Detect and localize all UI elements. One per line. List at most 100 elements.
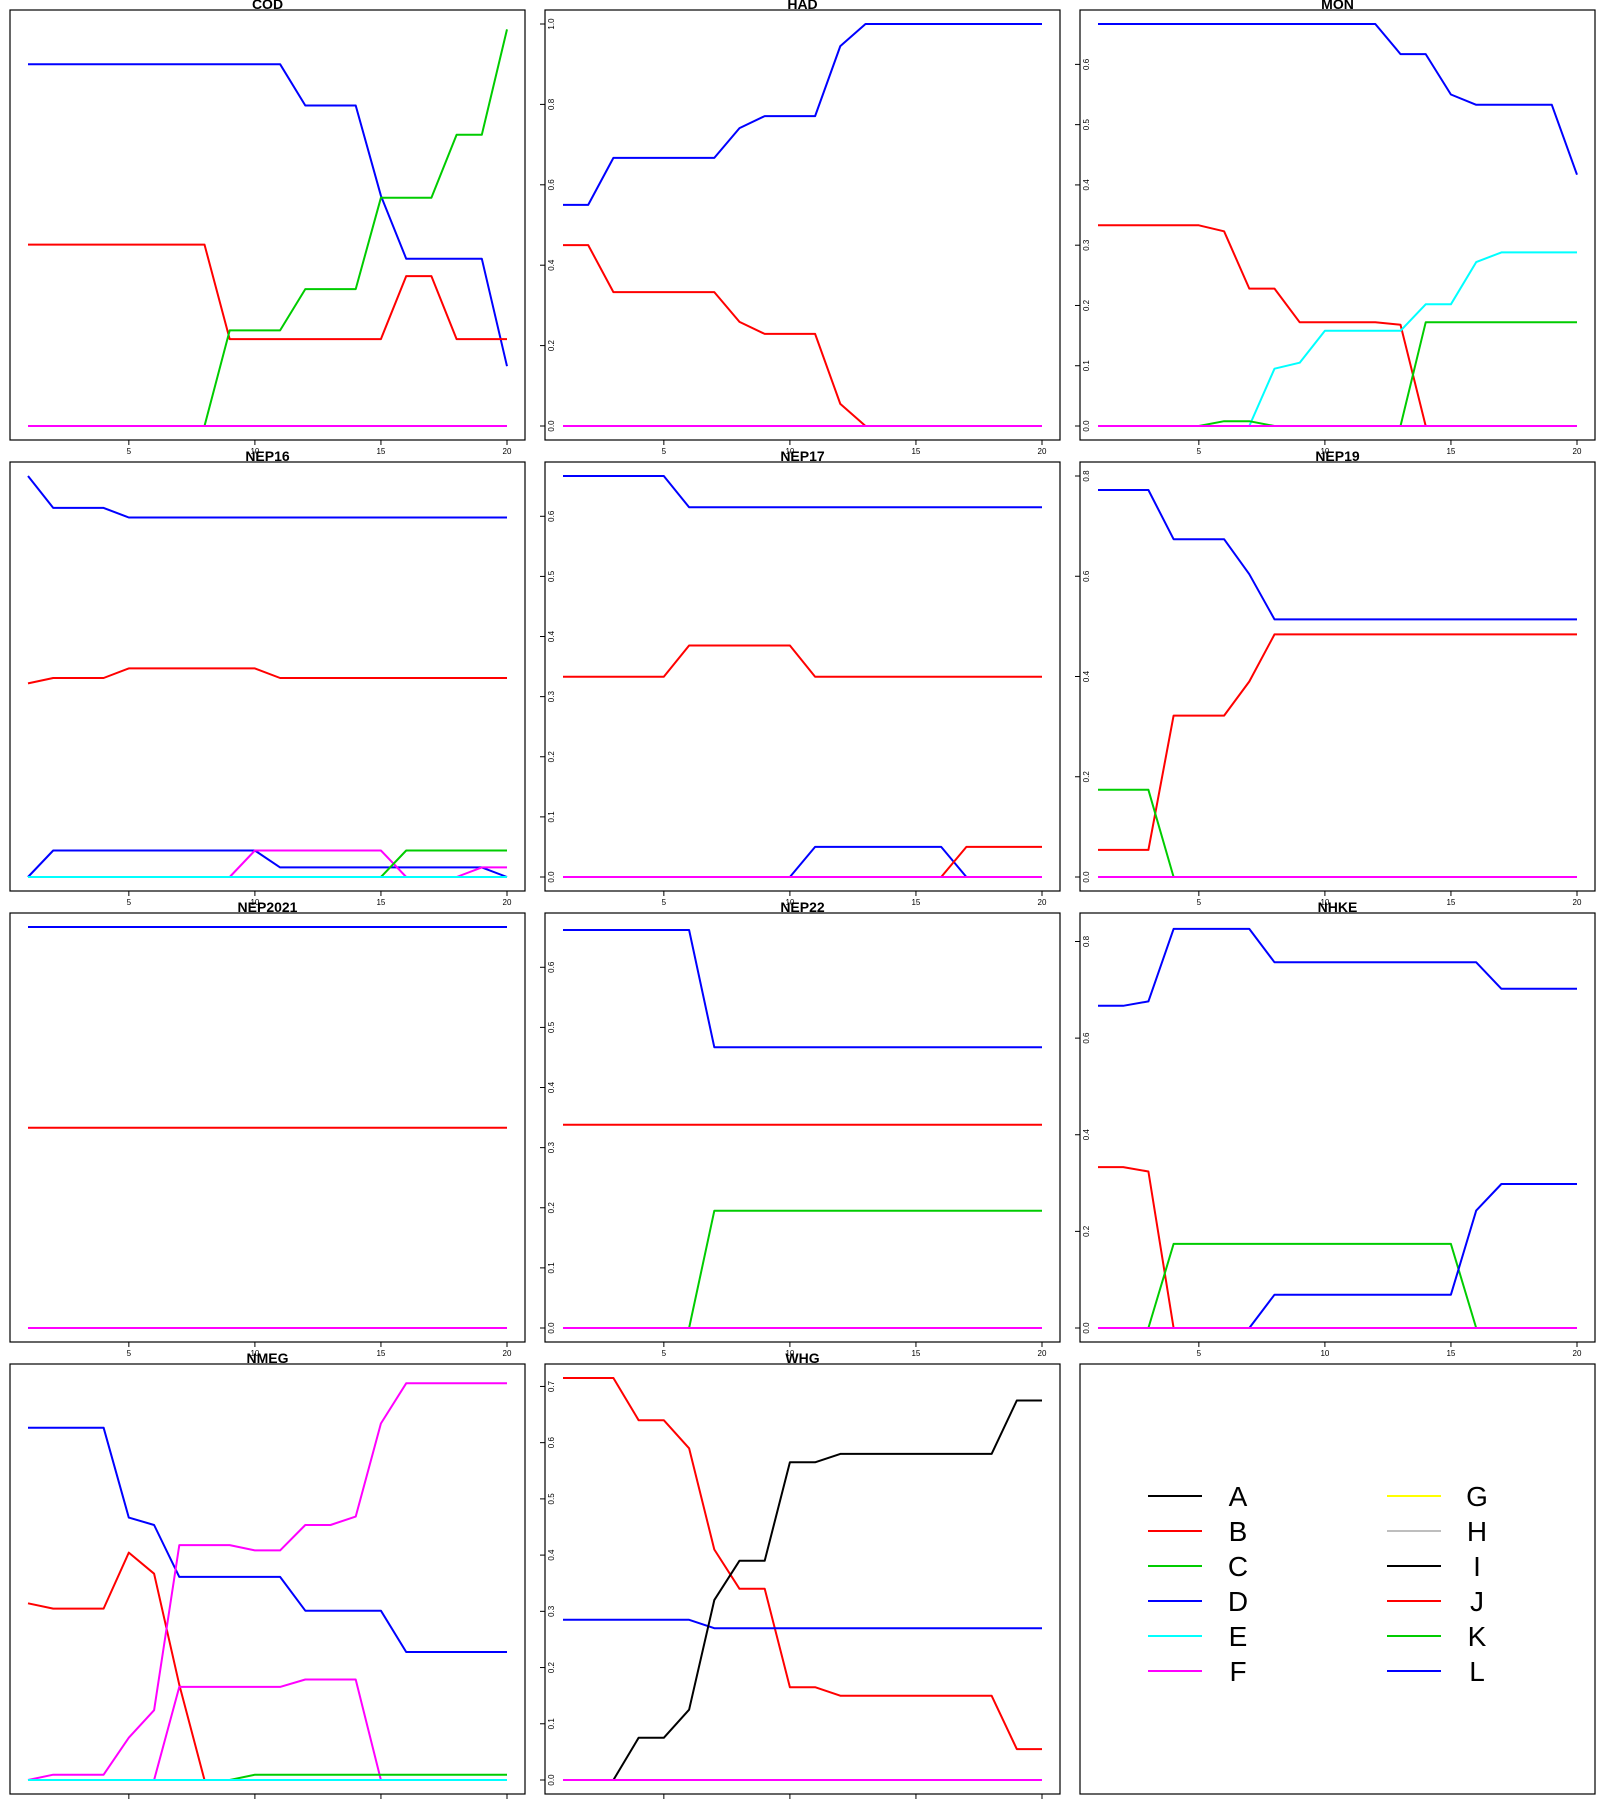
legend-label: G (1466, 1481, 1488, 1512)
x-tick-label: 10 (785, 1349, 794, 1358)
y-tick-label: 0.2 (547, 339, 556, 351)
panel-nep19: NEP19 5 10 15 20 0.0 0.2 0.4 0.6 0.8 (1075, 448, 1596, 907)
panel-cod: COD 5 10 15 20 (9, 0, 526, 456)
x-tick-label: 15 (911, 1349, 920, 1358)
x-tick-label: 5 (127, 1349, 132, 1358)
x-tick-label: 5 (127, 898, 132, 907)
y-tick-label: 0.6 (547, 510, 556, 522)
y-tick-label: 0.5 (1082, 119, 1091, 131)
x-tick-label: 20 (1573, 447, 1582, 456)
y-tick-label: 0.5 (547, 1021, 556, 1033)
y-tick-label: 0.2 (1082, 771, 1091, 783)
y-tick-label: 0.1 (547, 1718, 556, 1730)
panel-frame (9, 912, 526, 1343)
x-tick-label: 20 (1573, 1349, 1582, 1358)
series-line-1 (1098, 489, 1577, 621)
series-line-1 (563, 23, 1042, 206)
x-tick-label: 15 (376, 898, 385, 907)
y-tick-label: 0.4 (547, 1549, 556, 1561)
panel-frame (1079, 9, 1596, 441)
legend-label: L (1469, 1656, 1485, 1687)
series-line-3 (27, 849, 508, 878)
series-line-2 (27, 1551, 507, 1781)
series-line-3 (563, 845, 1042, 878)
series-line-1 (563, 929, 1042, 1049)
panel-nep2021: NEP2021 5 10 15 20 (9, 899, 526, 1358)
series-line-3 (1098, 251, 1577, 427)
y-tick-label: 0.2 (547, 1661, 556, 1673)
y-tick-label: 0.8 (1082, 470, 1091, 482)
x-tick-label: 10 (250, 447, 259, 456)
y-tick-label: 0.0 (547, 1774, 556, 1786)
panel-title: WHG (785, 1350, 819, 1366)
legend-label: K (1468, 1621, 1487, 1652)
y-tick-label: 0.1 (547, 1262, 556, 1274)
y-tick-label: 0.2 (547, 751, 556, 763)
y-tick-label: 0.2 (547, 1202, 556, 1214)
legend-label: D (1228, 1586, 1248, 1617)
x-tick-label: 20 (503, 1349, 512, 1358)
panel-title: MON (1321, 0, 1354, 12)
y-tick-label: 0.6 (547, 1437, 556, 1449)
panel-title: COD (252, 0, 283, 12)
panel-title: NEP22 (780, 899, 825, 915)
series-line-1 (563, 475, 1042, 509)
x-tick-label: 5 (662, 898, 667, 907)
series-line-4 (28, 849, 507, 878)
panel-frame (9, 461, 526, 892)
series-line-1 (28, 1426, 507, 1653)
x-tick-label: 5 (662, 1349, 667, 1358)
x-tick-label: 5 (1197, 1349, 1202, 1358)
y-tick-label: 1.0 (547, 18, 556, 30)
x-tick-label: 10 (1320, 447, 1329, 456)
x-tick-label: 10 (1320, 1349, 1329, 1358)
y-tick-label: 0.4 (547, 259, 556, 271)
y-tick-label: 0.8 (1082, 935, 1091, 947)
x-tick-label: 20 (1573, 898, 1582, 907)
legend-label: C (1228, 1551, 1248, 1582)
series-line-4 (28, 1678, 507, 1781)
series-line-3 (1098, 788, 1577, 878)
x-tick-label: 10 (785, 898, 794, 907)
y-tick-label: 0.6 (547, 961, 556, 973)
y-tick-label: 0.3 (547, 691, 556, 703)
x-tick-label: 20 (503, 898, 512, 907)
x-tick-label: 10 (250, 1349, 259, 1358)
y-tick-label: 0.4 (1082, 1129, 1091, 1141)
series-line-2 (27, 667, 507, 685)
x-tick-label: 20 (1038, 898, 1047, 907)
legend-frame (1079, 1363, 1596, 1795)
y-tick-label: 0.8 (547, 98, 556, 110)
y-tick-label: 0.0 (1082, 871, 1091, 883)
x-tick-label: 15 (911, 898, 920, 907)
series-line-1 (563, 1377, 1042, 1751)
y-tick-label: 0.5 (547, 570, 556, 582)
series-line-2 (563, 644, 1042, 678)
y-tick-label: 0.1 (547, 811, 556, 823)
y-tick-label: 0.4 (1082, 179, 1091, 191)
panel-mon: MON 5 10 15 20 0.0 0.1 0.2 0.3 0.4 0.5 0.6 (1075, 0, 1596, 456)
y-tick-label: 0.5 (547, 1493, 556, 1505)
series-line-2 (1098, 1166, 1577, 1329)
y-tick-label: 0.0 (547, 420, 556, 432)
panel-title: NEP2021 (238, 899, 298, 915)
panel-nep16: NEP16 5 10 15 20 (9, 448, 526, 907)
x-tick-label: 15 (376, 447, 385, 456)
series-line-1 (28, 63, 508, 367)
series-line-1 (27, 475, 507, 519)
panel-title: NMEG (247, 1350, 289, 1366)
y-tick-label: 0.7 (547, 1380, 556, 1392)
x-tick-label: 15 (1446, 447, 1455, 456)
legend-label: I (1473, 1551, 1481, 1582)
panel-title: HAD (787, 0, 817, 12)
y-tick-label: 0.3 (1082, 239, 1091, 251)
panel-whg: WHG 5 10 15 20 0.0 0.1 0.2 0.3 0.4 0.5 0.6 0.7 (540, 1350, 1061, 1799)
legend-label: B (1229, 1516, 1248, 1547)
x-tick-label: 10 (785, 447, 794, 456)
series-line-3 (1098, 1242, 1577, 1329)
series-line-3 (563, 1209, 1042, 1329)
series-line-4 (1098, 321, 1577, 427)
x-tick-label: 15 (911, 447, 920, 456)
panel-title: NEP17 (780, 448, 825, 464)
